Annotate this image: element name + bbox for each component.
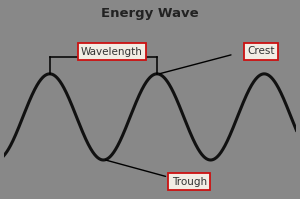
Text: Wavelength: Wavelength: [81, 47, 143, 57]
Text: Energy Wave: Energy Wave: [101, 7, 199, 20]
Text: Crest: Crest: [247, 46, 275, 57]
Text: Trough: Trough: [172, 177, 207, 186]
